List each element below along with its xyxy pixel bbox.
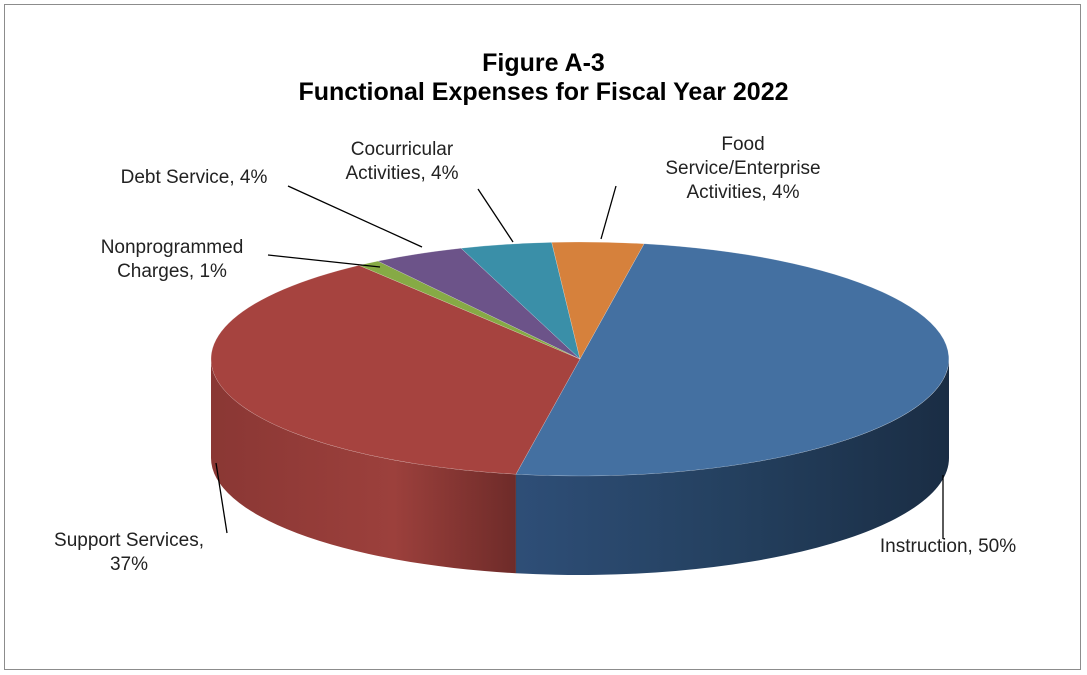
label-cocurricular: Activities, 4%: [346, 163, 459, 184]
label-food: Food: [721, 134, 764, 155]
chart-subtitle: Functional Expenses for Fiscal Year 2022: [298, 78, 789, 106]
label-nonprog: Nonprogrammed: [101, 237, 244, 258]
pie-side-support: [211, 359, 516, 574]
leader-food: [600, 185, 617, 240]
leader-lines: [215, 185, 944, 539]
leader-debt: [287, 185, 423, 248]
pie-slice-instruction: [515, 243, 950, 477]
label-food: Activities, 4%: [687, 182, 800, 203]
label-support: Support Services,: [54, 530, 204, 551]
pie-chart: Instruction, 50% Support Services, 37% Nonp…: [54, 134, 1016, 576]
label-support: 37%: [110, 554, 148, 575]
pie-tops: [210, 241, 950, 477]
slice-labels: Instruction, 50% Support Services, 37% Nonp…: [54, 134, 1016, 575]
label-debt: Debt Service, 4%: [121, 167, 268, 188]
label-cocurricular: Cocurricular: [351, 139, 454, 160]
pie-sides: [211, 359, 949, 576]
pie-slice-support: [210, 265, 581, 475]
chart-title: Figure A-3: [482, 49, 605, 77]
pie-slice-food: [551, 241, 645, 360]
leader-support: [215, 462, 228, 534]
pie-side-instruction: [515, 359, 949, 576]
label-food: Service/Enterprise: [665, 158, 820, 179]
label-nonprog: Charges, 1%: [117, 261, 227, 282]
chart-frame: Figure A-3 Functional Expenses for Fisca…: [4, 4, 1081, 670]
leader-nonprog: [267, 254, 381, 268]
chart-title-block: Figure A-3 Functional Expenses for Fisca…: [5, 49, 1082, 107]
leader-cocurricular: [477, 188, 514, 243]
label-instruction: Instruction, 50%: [880, 536, 1016, 557]
